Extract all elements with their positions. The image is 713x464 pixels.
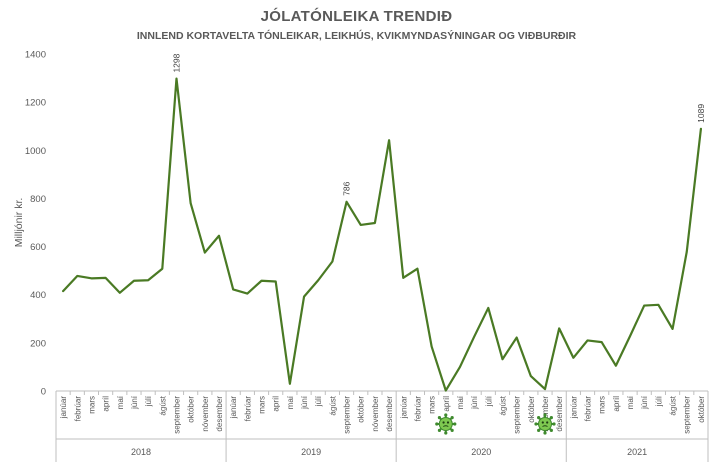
x-tick-label: september (172, 396, 181, 434)
x-tick-label: febrúar (584, 396, 593, 422)
x-tick-label: nóvember (201, 396, 210, 432)
x-tick-label: janúar (229, 396, 238, 420)
x-tick-label: maí (286, 395, 295, 409)
x-tick-label: ágúst (669, 395, 678, 415)
x-tick-label: október (527, 396, 536, 423)
x-tick-label: nóvember (371, 396, 380, 432)
x-tick-label: október (697, 396, 706, 423)
x-tick-label: ágúst (158, 395, 167, 415)
x-tick-label: janúar (399, 396, 408, 420)
x-group-label: 2018 (131, 447, 151, 457)
x-tick-label: mars (428, 396, 437, 414)
x-tick-label: júlí (144, 395, 153, 407)
chart-subtitle: INNLEND KORTAVELTA TÓNLEIKAR, LEIKHÚS, K… (136, 30, 577, 42)
x-group-label: 2020 (471, 447, 491, 457)
x-tick-label: júlí (484, 395, 493, 407)
x-tick-label: apríl (102, 396, 111, 412)
y-tick-label: 800 (30, 194, 46, 205)
x-group-label: 2021 (627, 447, 647, 457)
x-tick-label: júní (470, 395, 479, 410)
x-tick-label: maí (116, 395, 125, 409)
x-tick-label: júní (130, 395, 139, 410)
x-tick-label: desember (385, 396, 394, 432)
data-label: 786 (342, 181, 352, 195)
x-tick-label: september (683, 396, 692, 434)
virus-icon (435, 413, 457, 435)
x-tick-label: mars (598, 396, 607, 414)
x-tick-label: mars (258, 396, 267, 414)
x-tick-label: maí (626, 395, 635, 409)
x-tick-label: júní (300, 395, 309, 410)
y-tick-label: 200 (30, 338, 46, 349)
data-label: 1089 (696, 104, 706, 123)
x-tick-label: júlí (314, 395, 323, 407)
x-tick-label: júlí (654, 395, 663, 407)
virus-icon (534, 413, 556, 435)
x-tick-label: apríl (612, 396, 621, 412)
x-tick-label: ágúst (328, 395, 337, 415)
chart-title: JÓLATÓNLEIKA TRENDIÐ (260, 8, 453, 25)
x-tick-label: desember (555, 396, 564, 432)
x-tick-label: september (513, 396, 522, 434)
data-series-line (61, 77, 703, 392)
x-tick-label: júní (640, 395, 649, 410)
x-tick-label: ágúst (498, 395, 507, 415)
y-tick-label: 600 (30, 242, 46, 253)
x-group-label: 2019 (301, 447, 321, 457)
x-tick-label: janúar (569, 396, 578, 420)
x-tick-label: febrúar (413, 396, 422, 422)
x-tick-label: desember (215, 396, 224, 432)
data-label: 1298 (171, 53, 181, 72)
x-tick-label: apríl (442, 396, 451, 412)
x-tick-label: febrúar (243, 396, 252, 422)
x-tick-label: janúar (59, 396, 68, 420)
x-tick-label: apríl (272, 396, 281, 412)
y-tick-label: 1400 (25, 50, 46, 61)
x-tick-label: mars (87, 396, 96, 414)
x-tick-label: maí (456, 395, 465, 409)
x-tick-label: september (343, 396, 352, 434)
y-axis-label: Milljónir kr. (13, 198, 25, 248)
y-tick-label: 1200 (25, 98, 46, 109)
y-tick-label: 1000 (25, 146, 46, 157)
x-tick-label: febrúar (73, 396, 82, 422)
y-tick-label: 400 (30, 290, 46, 301)
x-tick-label: október (187, 396, 196, 423)
x-tick-label: október (357, 396, 366, 423)
y-tick-label: 0 (41, 387, 46, 398)
